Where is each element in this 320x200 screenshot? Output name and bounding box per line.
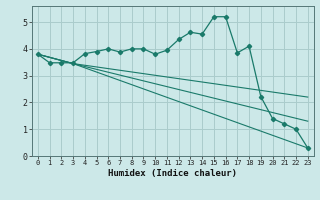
X-axis label: Humidex (Indice chaleur): Humidex (Indice chaleur) (108, 169, 237, 178)
